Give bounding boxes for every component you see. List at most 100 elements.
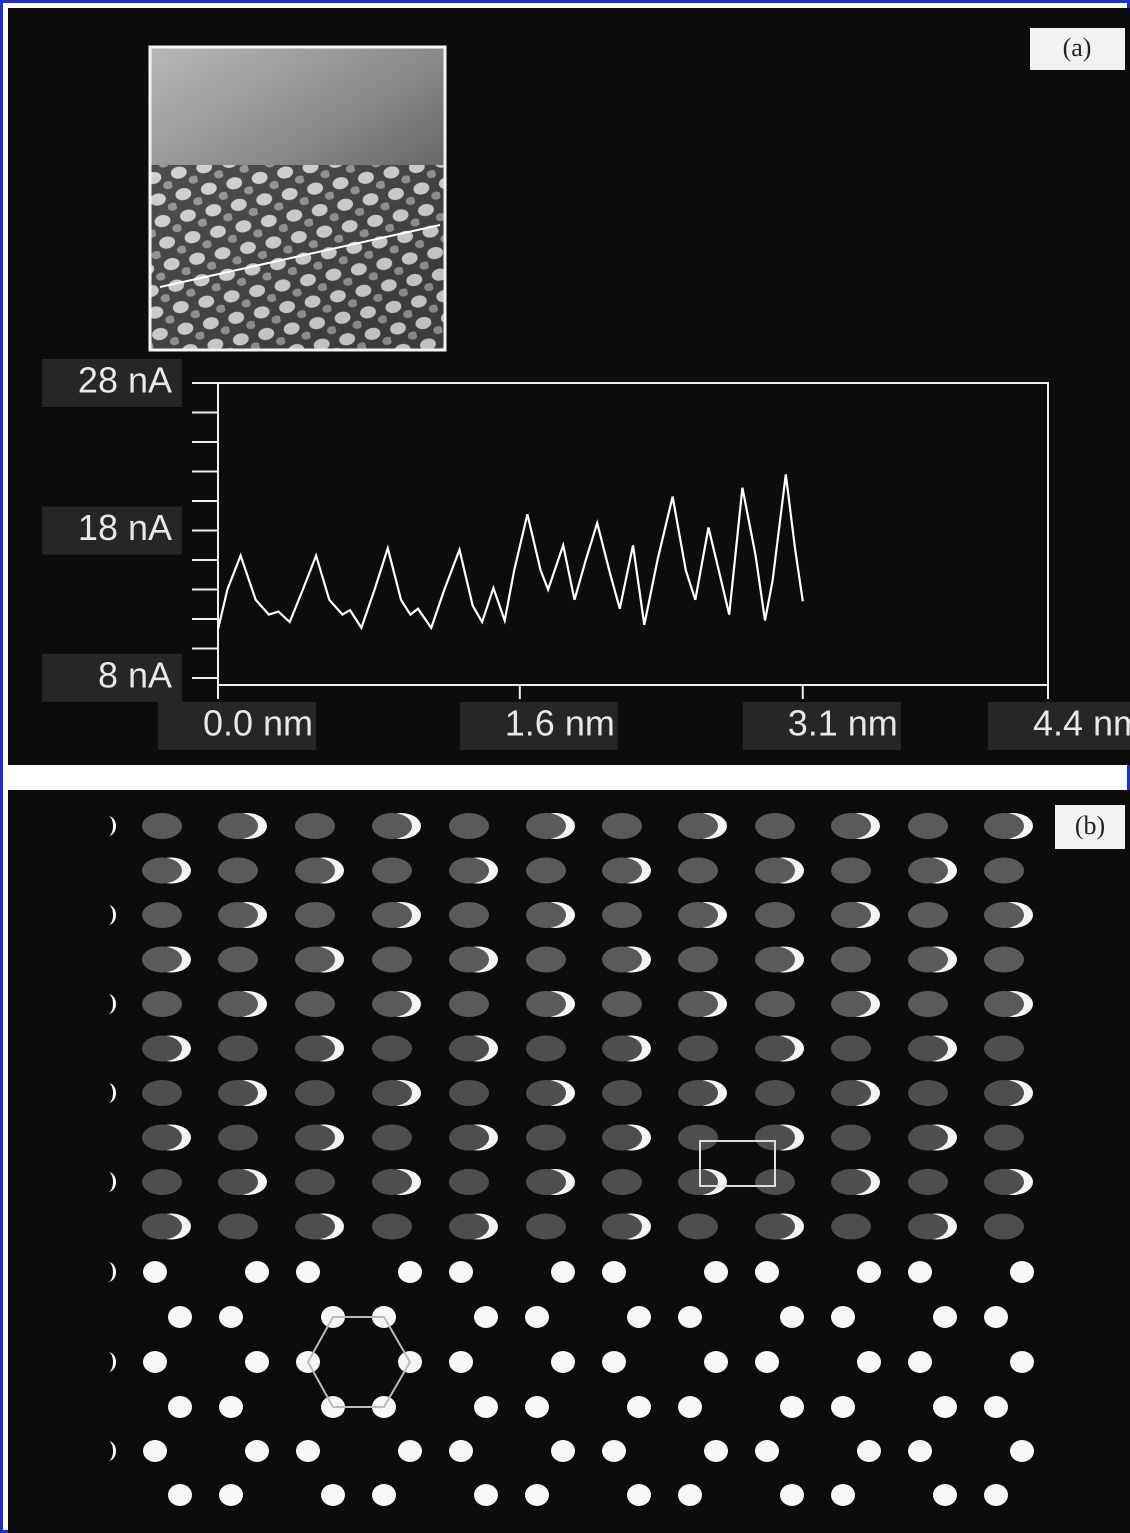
atom — [908, 1440, 932, 1462]
x-tick-label: 0.0 nm — [203, 703, 313, 744]
atom — [295, 1036, 335, 1062]
atom — [372, 1125, 412, 1151]
atom — [602, 1080, 642, 1106]
atom — [857, 1440, 881, 1462]
atom — [678, 1080, 718, 1106]
atom — [831, 1125, 871, 1151]
atom — [908, 1080, 948, 1106]
atom — [755, 1080, 795, 1106]
atom — [933, 1306, 957, 1328]
atom — [142, 1125, 182, 1151]
atom — [449, 1261, 473, 1283]
atom — [755, 947, 795, 973]
atom — [831, 1080, 871, 1106]
atom — [755, 1440, 779, 1462]
atom — [755, 902, 795, 928]
page: (a) (b) 8 nA18 nA28 nA0.0 nm1.6 nm3.1 nm… — [0, 0, 1130, 1533]
atom — [449, 1440, 473, 1462]
atom — [908, 858, 948, 884]
atom — [372, 1484, 396, 1506]
atom — [704, 1440, 728, 1462]
atom — [321, 1484, 345, 1506]
atom — [704, 1351, 728, 1373]
atom — [372, 1169, 412, 1195]
atom — [602, 1036, 642, 1062]
atom — [526, 1125, 566, 1151]
atom — [551, 1440, 575, 1462]
atom — [525, 1484, 549, 1506]
atom — [219, 1396, 243, 1418]
atom — [245, 1351, 269, 1373]
atom — [908, 1261, 932, 1283]
atom — [780, 1306, 804, 1328]
atom — [142, 902, 182, 928]
atom — [984, 902, 1024, 928]
atom — [755, 1261, 779, 1283]
atom — [1010, 1351, 1034, 1373]
atom — [908, 991, 948, 1017]
atom — [526, 902, 566, 928]
atom — [831, 1214, 871, 1240]
atom — [142, 1169, 182, 1195]
atom — [908, 813, 948, 839]
y-tick-label: 28 nA — [78, 360, 172, 401]
atom — [295, 858, 335, 884]
atom — [245, 1261, 269, 1283]
atom — [142, 1036, 182, 1062]
atom — [755, 813, 795, 839]
atom — [984, 1214, 1024, 1240]
atom — [168, 1484, 192, 1506]
atom — [602, 991, 642, 1017]
panel-label: (a) — [1063, 33, 1092, 62]
atom — [143, 1440, 167, 1462]
atom — [398, 1261, 422, 1283]
atom — [908, 1036, 948, 1062]
atom — [168, 1396, 192, 1418]
atom — [449, 991, 489, 1017]
atom — [295, 947, 335, 973]
atom — [602, 813, 642, 839]
atom — [602, 947, 642, 973]
stm-image — [150, 47, 445, 350]
atom — [525, 1396, 549, 1418]
atom — [831, 991, 871, 1017]
atom — [984, 1306, 1008, 1328]
atom — [295, 813, 335, 839]
atom — [526, 1036, 566, 1062]
figure: (a) (b) 8 nA18 nA28 nA0.0 nm1.6 nm3.1 nm… — [0, 0, 1130, 1533]
atom — [449, 902, 489, 928]
atom — [449, 1080, 489, 1106]
atom — [908, 1125, 948, 1151]
atom — [984, 947, 1024, 973]
atom — [678, 858, 718, 884]
atom — [526, 1080, 566, 1106]
atom — [218, 1036, 258, 1062]
atom — [218, 947, 258, 973]
atom — [908, 1351, 932, 1373]
atom — [526, 1214, 566, 1240]
atom — [218, 813, 258, 839]
atom — [755, 1351, 779, 1373]
atom — [526, 947, 566, 973]
panel-b-background — [8, 790, 1130, 1533]
atom — [295, 991, 335, 1017]
atom — [449, 947, 489, 973]
atom — [678, 1306, 702, 1328]
atom — [449, 1351, 473, 1373]
atom — [295, 1125, 335, 1151]
atom — [984, 1484, 1008, 1506]
atom — [984, 1036, 1024, 1062]
atom — [831, 1036, 871, 1062]
atom — [295, 1080, 335, 1106]
atom — [602, 1214, 642, 1240]
atom — [295, 902, 335, 928]
atom — [678, 1396, 702, 1418]
atom — [984, 1125, 1024, 1151]
atom — [525, 1306, 549, 1328]
atom — [984, 1396, 1008, 1418]
atom — [526, 813, 566, 839]
atom — [142, 813, 182, 839]
atom — [755, 1214, 795, 1240]
panel-label: (b) — [1075, 811, 1105, 840]
atom — [831, 947, 871, 973]
